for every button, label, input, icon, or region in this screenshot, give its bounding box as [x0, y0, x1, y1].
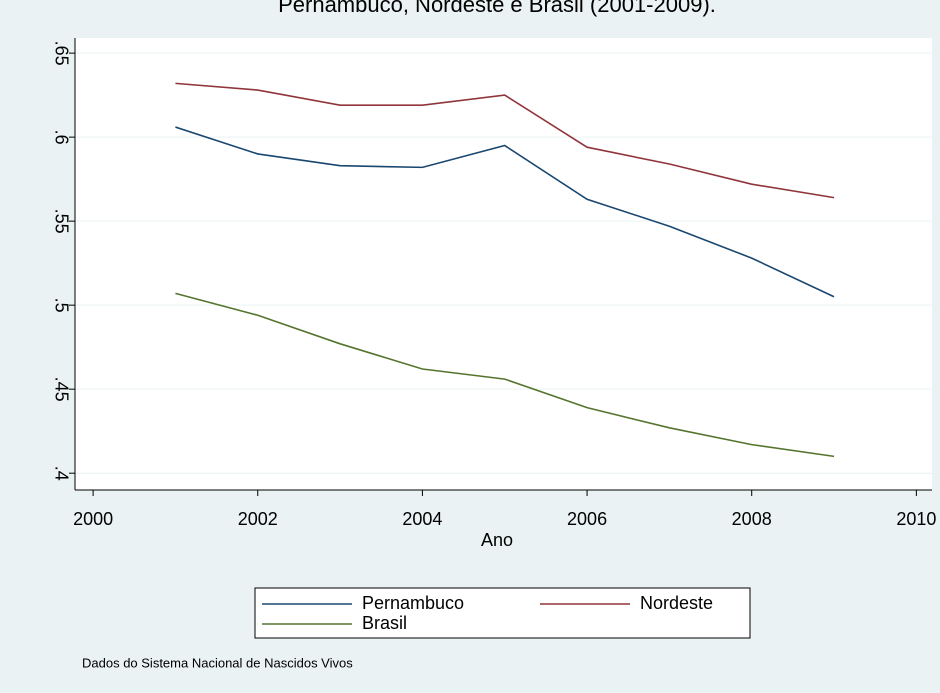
- note: Dados do Sistema Nacional de Nascidos Vi…: [82, 655, 353, 670]
- plot-area: [75, 38, 932, 490]
- line-series: [175, 82, 835, 199]
- legend: [254, 587, 751, 639]
- y-tick-label: .45: [51, 377, 71, 402]
- x-tick-label: 2002: [238, 509, 278, 529]
- legend-label: Brasil: [362, 613, 407, 633]
- legend-label: Nordeste: [640, 593, 713, 613]
- line-series: [175, 126, 835, 298]
- y-tick-label: .5: [51, 298, 71, 313]
- x-axis-label: Ano: [481, 530, 513, 550]
- y-tick-label: .4: [51, 466, 71, 481]
- y-tick-label: .55: [51, 209, 71, 234]
- y-tick-label: .65: [51, 41, 71, 66]
- x-tick-label: 2010: [896, 509, 936, 529]
- x-tick-label: 2004: [402, 509, 442, 529]
- line-series: [175, 292, 835, 458]
- x-tick-label: 2000: [73, 509, 113, 529]
- x-tick-label: 2008: [732, 509, 772, 529]
- chart-title: Pernambuco, Nordeste e Brasil (2001-2009…: [278, 0, 716, 17]
- legend-label: Pernambuco: [362, 593, 464, 613]
- x-tick-label: 2006: [567, 509, 607, 529]
- y-tick-label: .6: [51, 130, 71, 145]
